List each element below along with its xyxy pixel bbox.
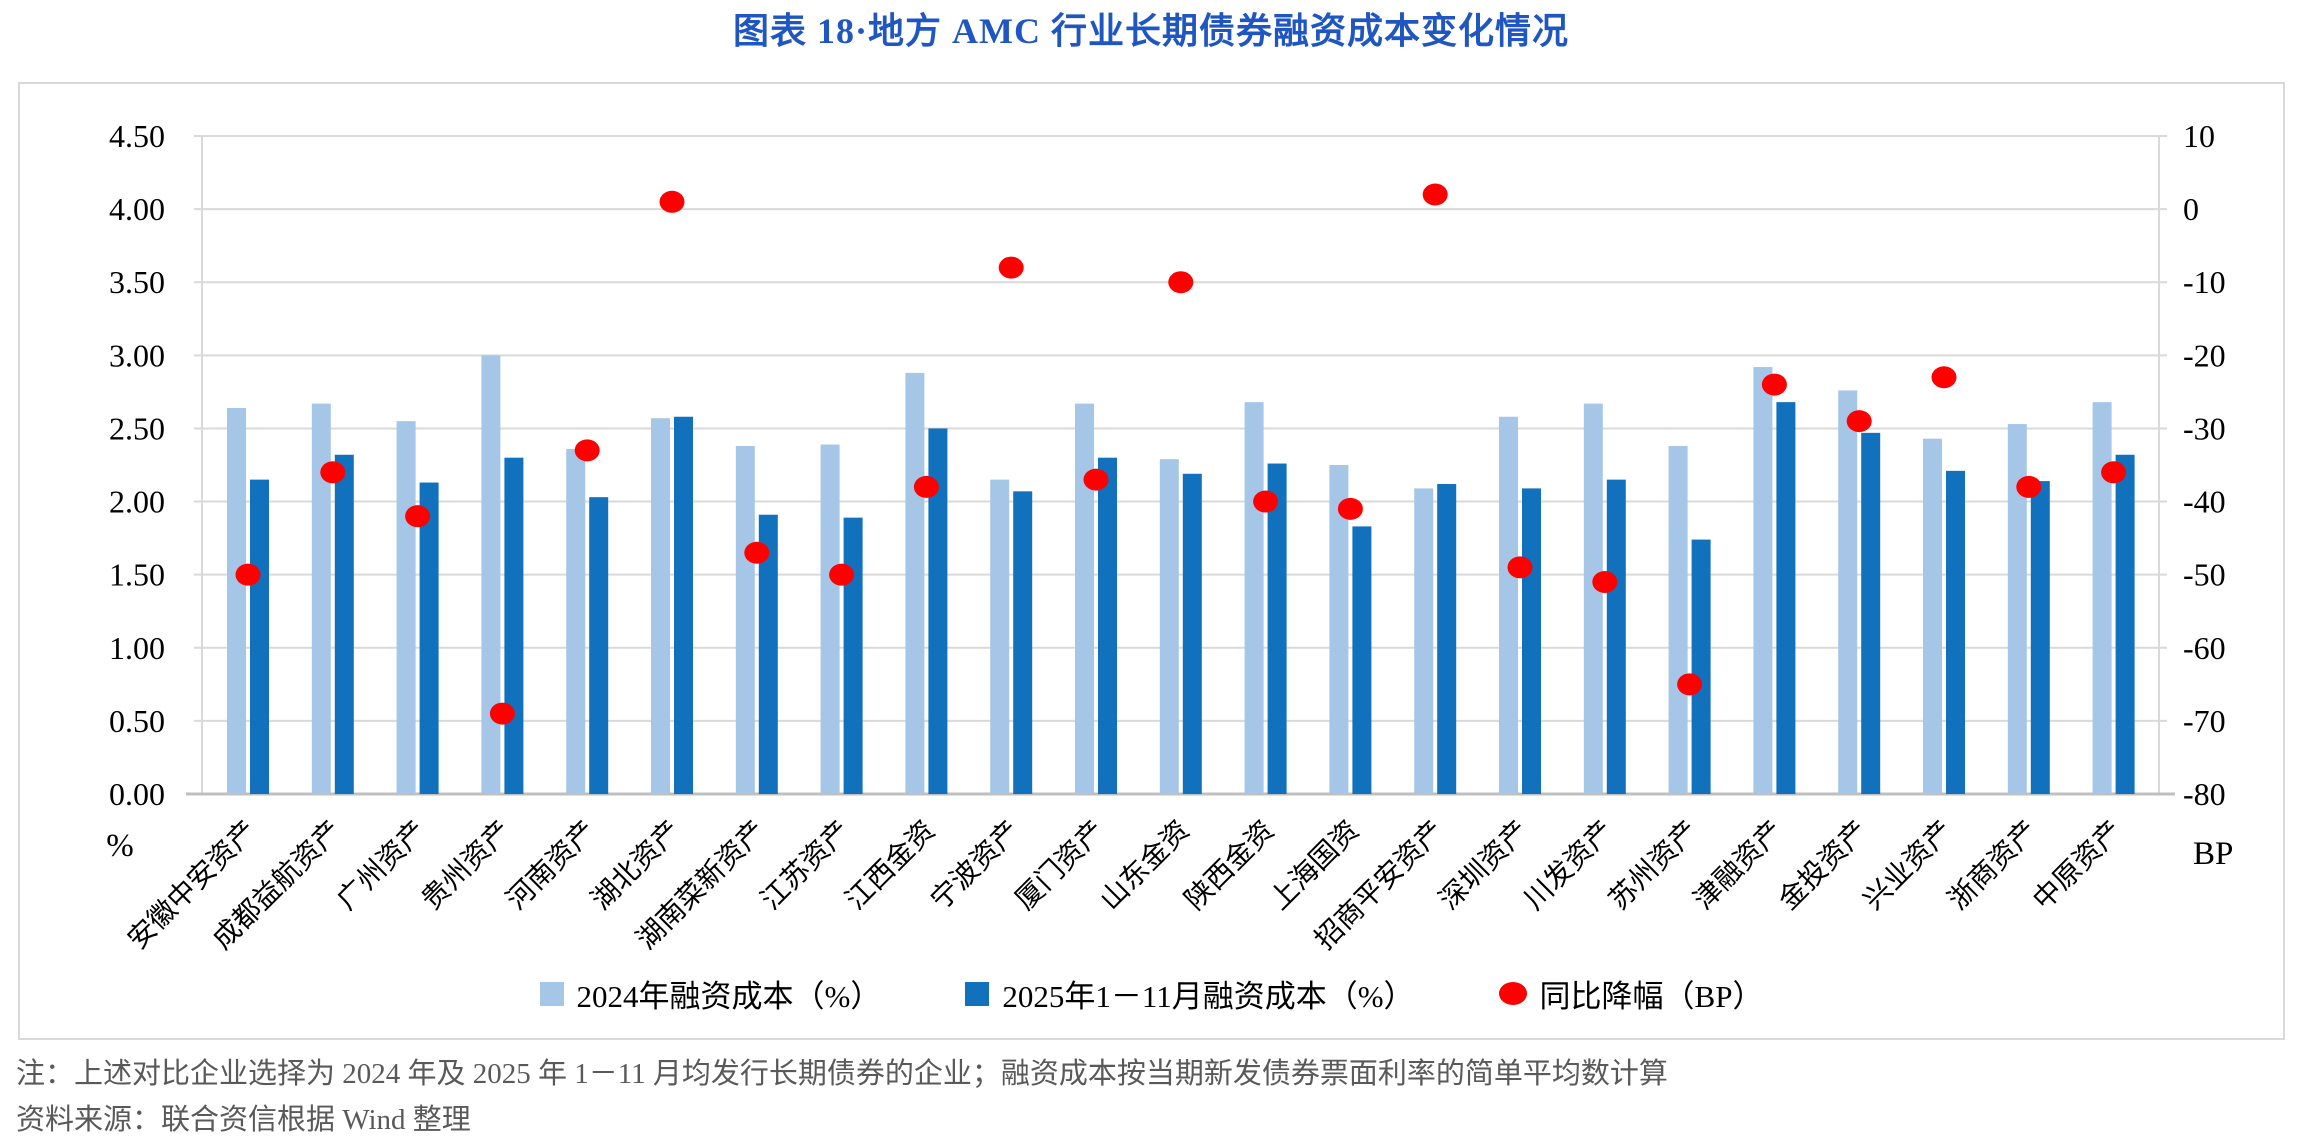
svg-text:3.50: 3.50 xyxy=(109,264,165,300)
svg-text:%: % xyxy=(106,828,134,864)
svg-text:0.00: 0.00 xyxy=(109,776,165,812)
svg-text:江西金资: 江西金资 xyxy=(840,814,942,916)
svg-text:金投资产: 金投资产 xyxy=(1772,814,1874,916)
legend-item-2025: 2025年1－11月融资成本（%） xyxy=(965,971,1415,1016)
svg-text:浙商资产: 浙商资产 xyxy=(1942,814,2044,916)
svg-text:2.00: 2.00 xyxy=(109,484,165,520)
legend-label-2025: 2025年1－11月融资成本（%） xyxy=(1002,979,1415,1014)
light-blue-square-icon xyxy=(539,981,564,1006)
svg-text:0: 0 xyxy=(2183,191,2199,227)
svg-text:河南资产: 河南资产 xyxy=(500,814,602,916)
legend-item-2024: 2024年融资成本（%） xyxy=(539,971,882,1016)
svg-text:-80: -80 xyxy=(2183,776,2226,812)
svg-text:2.50: 2.50 xyxy=(109,410,165,446)
svg-text:贵州资产: 贵州资产 xyxy=(416,814,518,916)
svg-text:-20: -20 xyxy=(2183,337,2226,373)
svg-text:10: 10 xyxy=(2183,118,2215,154)
svg-text:-30: -30 xyxy=(2183,410,2226,446)
svg-text:江苏资产: 江苏资产 xyxy=(755,814,857,916)
svg-text:4.00: 4.00 xyxy=(109,191,165,227)
svg-text:陕西金资: 陕西金资 xyxy=(1179,814,1281,916)
svg-text:宁波资产: 宁波资产 xyxy=(924,814,1026,916)
svg-text:苏州资产: 苏州资产 xyxy=(1603,814,1705,916)
svg-text:-10: -10 xyxy=(2183,264,2226,300)
legend-item-bp: 同比降幅（BP） xyxy=(1498,971,1764,1016)
svg-text:川发资产: 川发资产 xyxy=(1518,814,1620,916)
svg-text:BP: BP xyxy=(2193,836,2233,872)
red-dot-icon xyxy=(1498,982,1527,1005)
svg-text:-50: -50 xyxy=(2183,557,2226,593)
svg-text:津融资产: 津融资产 xyxy=(1688,814,1790,916)
svg-text:中原资产: 中原资产 xyxy=(2027,814,2129,916)
svg-text:-70: -70 xyxy=(2183,703,2226,739)
chart-container: 4.50 10 4.00 0 3.50 -10 3.00 -20 2.50 -30 2.00 -40 1… xyxy=(18,82,2285,1040)
svg-text:山东金资: 山东金资 xyxy=(1094,814,1196,916)
chart-plot: 4.50 10 4.00 0 3.50 -10 3.00 -20 2.50 -30 2.00 -40 1… xyxy=(106,118,2233,956)
chart-note: 注：上述对比企业选择为 2024 年及 2025 年 1－11 月均发行长期债券… xyxy=(16,1058,1668,1090)
svg-text:3.00: 3.00 xyxy=(109,337,165,373)
svg-text:广州资产: 广州资产 xyxy=(331,814,433,916)
svg-text:1.00: 1.00 xyxy=(109,630,165,666)
svg-text:1.50: 1.50 xyxy=(109,557,165,593)
dark-blue-square-icon xyxy=(965,981,990,1006)
svg-text:深圳资产: 深圳资产 xyxy=(1433,814,1535,916)
svg-text:0.50: 0.50 xyxy=(109,703,165,739)
svg-text:厦门资产: 厦门资产 xyxy=(1009,814,1111,916)
chart-title: 图表 18·地方 AMC 行业长期债券融资成本变化情况 xyxy=(733,11,1569,51)
svg-text:-40: -40 xyxy=(2183,484,2226,520)
svg-text:-60: -60 xyxy=(2183,630,2226,666)
legend-label-bp: 同比降幅（BP） xyxy=(1539,979,1764,1014)
chart-legend: 2024年融资成本（%） 2025年1－11月融资成本（%） 同比降幅（BP） xyxy=(20,971,2283,1016)
chart-source: 资料来源：联合资信根据 Wind 整理 xyxy=(16,1104,471,1136)
svg-text:4.50: 4.50 xyxy=(109,118,165,154)
legend-label-2024: 2024年融资成本（%） xyxy=(576,979,882,1014)
svg-text:兴业资产: 兴业资产 xyxy=(1857,814,1959,916)
